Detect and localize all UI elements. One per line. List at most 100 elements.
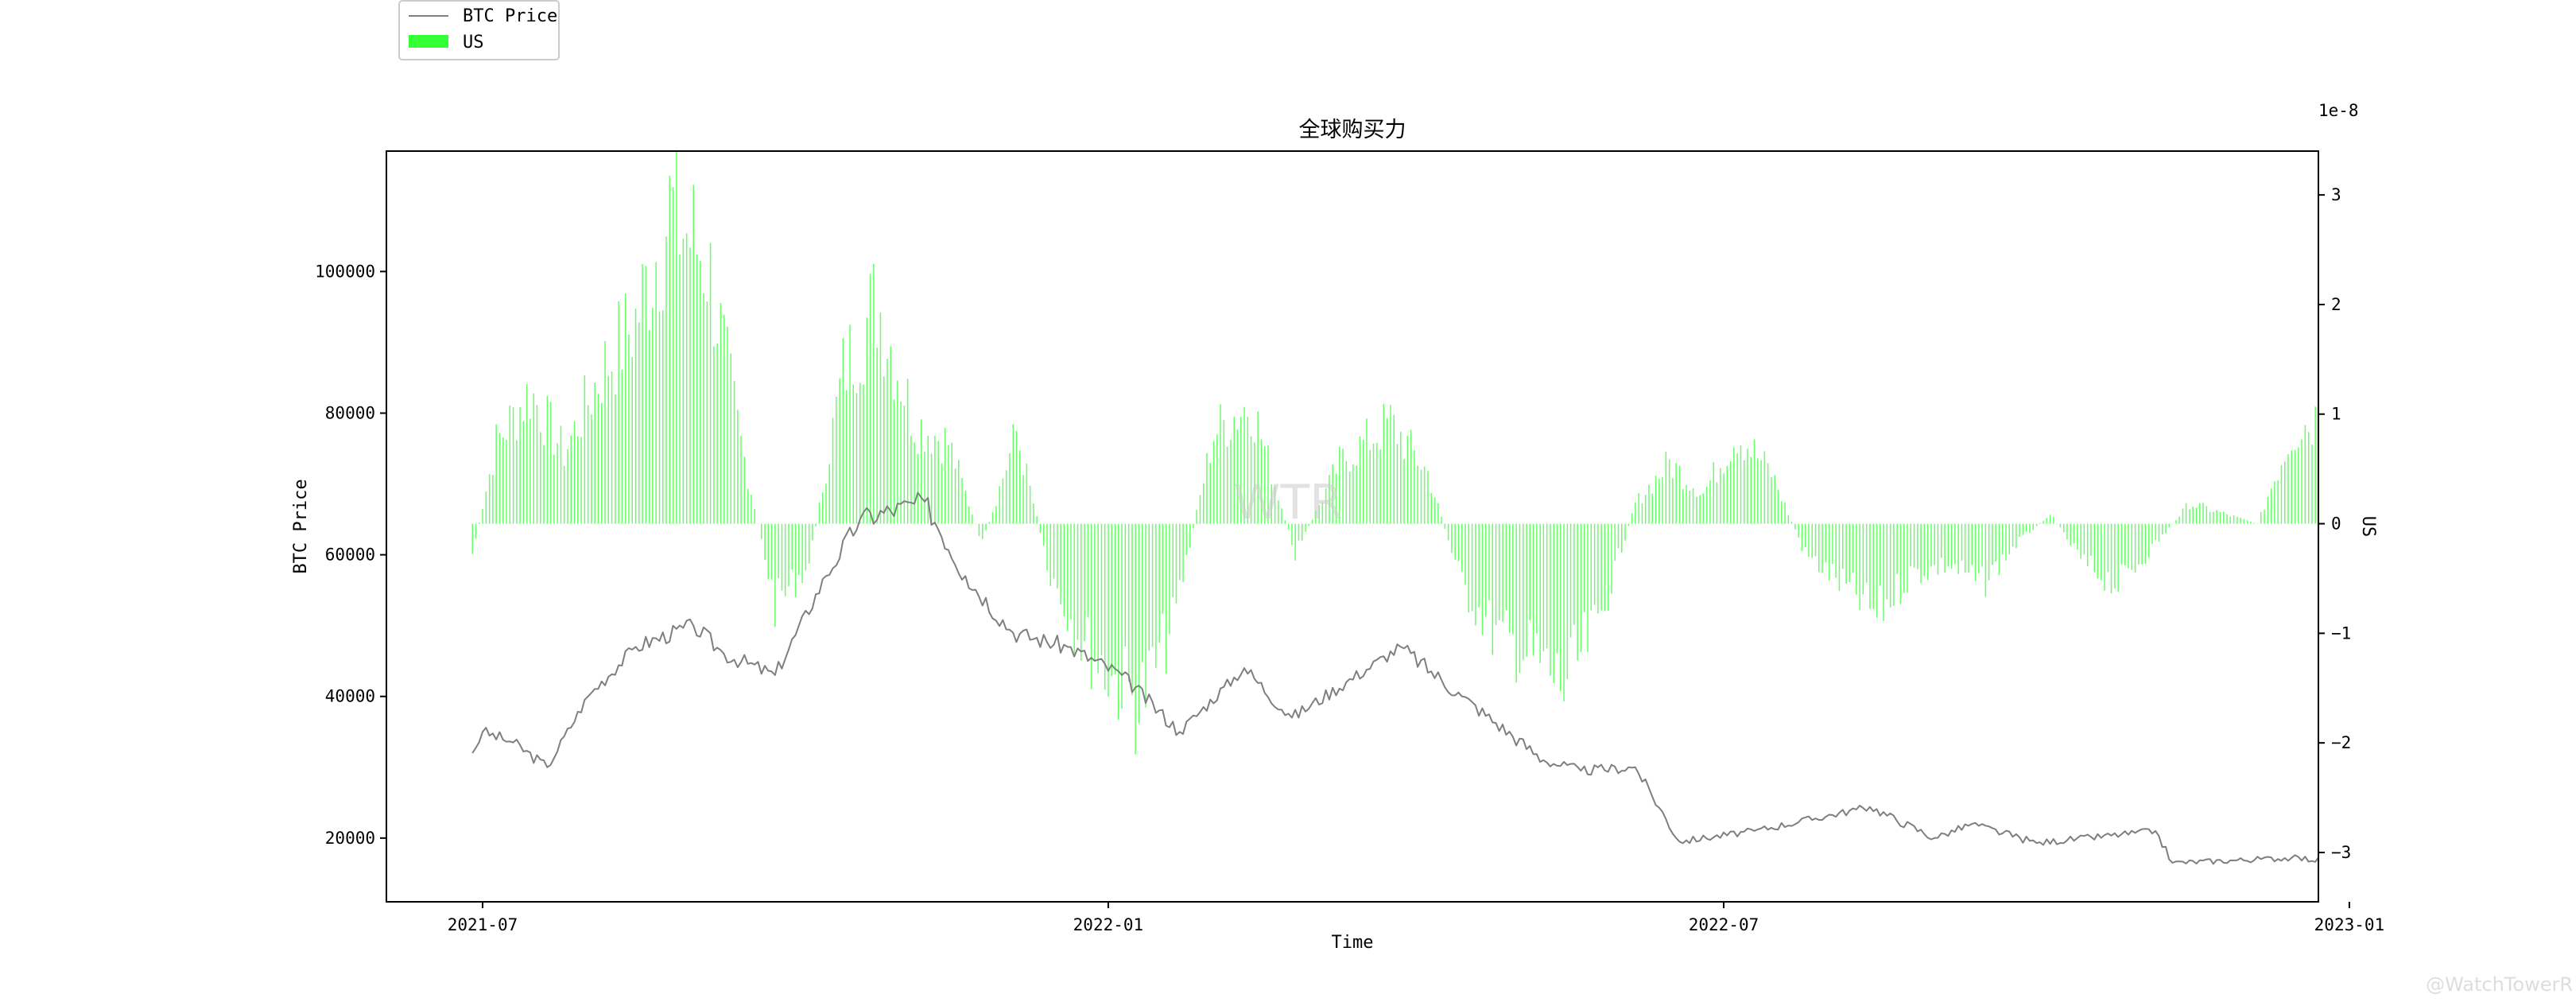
us-bar [2403,473,2405,523]
us-bar [1009,452,1011,524]
x-axis-title: Time [1332,933,1374,953]
us-bar [1457,523,1460,561]
us-bar [948,445,949,524]
us-bar [1913,523,1915,568]
us-bar [1638,493,1639,524]
us-bar [1029,486,1031,524]
us-bar [1777,490,1779,524]
us-bar [1814,523,1817,557]
us-bar [1243,406,1245,524]
us-bar [2240,517,2241,524]
us-bar [1263,446,1266,524]
us-bar [903,405,906,524]
us-bar [1580,523,1582,653]
us-bar [1536,523,1538,634]
us-bar [2131,523,2132,570]
btc-price-line [471,491,2318,865]
us-bar [1372,443,1375,524]
us-bar [2380,449,2381,524]
us-bar [825,484,827,524]
us-bar [2155,523,2156,541]
us-bar [954,468,956,524]
us-bar [567,449,568,524]
us-bar [1329,475,1330,524]
us-bar [1859,523,1860,610]
us-bar [2526,486,2528,524]
us-bar [1410,429,1412,524]
us-bar [1189,523,1191,548]
us-bar [2223,511,2225,524]
us-bar [2056,523,2058,525]
us-bar [689,247,691,524]
us-bar [2141,523,2143,565]
us-bar [522,421,525,524]
us-bar [1002,479,1004,524]
us-bar [1611,523,1612,594]
watermark: WTR [1233,475,1343,530]
us-bar [2206,506,2208,524]
us-bar [1937,523,1939,575]
us-bar [2458,507,2459,524]
us-bar [2012,523,2014,547]
us-bar [1899,523,1902,604]
us-bar [2471,508,2473,523]
us-bar [1114,523,1116,675]
us-bar [2029,523,2031,534]
us-bar [1043,523,1045,546]
us-bar [1880,523,1881,586]
us-bar [723,314,725,524]
us-bar [2481,496,2483,524]
us-bar [2345,411,2347,523]
us-bar [2451,513,2453,524]
us-bar [1465,523,1466,585]
us-bar [1111,523,1112,677]
us-bar [876,348,878,524]
us-bar [1369,449,1371,524]
us-bar [2097,523,2099,579]
us-bar [499,433,501,524]
us-bar [1471,523,1473,612]
us-bar [2216,510,2217,524]
us-bar [1886,523,1888,600]
us-bar [770,523,773,580]
us-bar [1593,523,1596,605]
us-bar [1363,440,1364,524]
us-bar [1560,523,1562,691]
y-right-tick-label: −3 [2331,843,2351,862]
us-bar [692,184,694,524]
us-bar [1753,439,1755,524]
us-bar [1505,523,1507,610]
us-bar [927,436,929,524]
us-bar [2077,523,2078,550]
us-bar [1060,523,1061,604]
us-bar [1291,523,1293,546]
us-bar [1825,523,1827,563]
us-bar [2267,496,2269,524]
us-bar [798,523,800,576]
legend-label-us: US [463,33,484,52]
us-bar [553,454,555,524]
us-bar [740,436,742,524]
us-bar [1430,493,1432,524]
y-right-axis-title: US [2358,516,2378,538]
us-bar [1760,460,1762,524]
us-bar [1420,469,1422,524]
us-bar [512,407,514,524]
us-bar [2307,432,2310,524]
us-bar [1964,523,1966,573]
us-bar [2563,499,2565,524]
us-bar [1828,523,1830,581]
y-right-tick-label: −2 [2331,733,2351,752]
us-bar [1199,495,1201,524]
us-bar [638,322,640,524]
us-bar [767,523,769,580]
us-bar [2138,523,2140,565]
us-bar [601,402,603,524]
us-bar [2066,523,2068,540]
us-bar [2519,484,2520,523]
us-bar [1179,523,1181,581]
us-bar [1352,464,1354,524]
us-bar [2535,487,2537,523]
credit-text: @WatchTowerR [2426,973,2573,996]
us-bar [1787,515,1790,524]
